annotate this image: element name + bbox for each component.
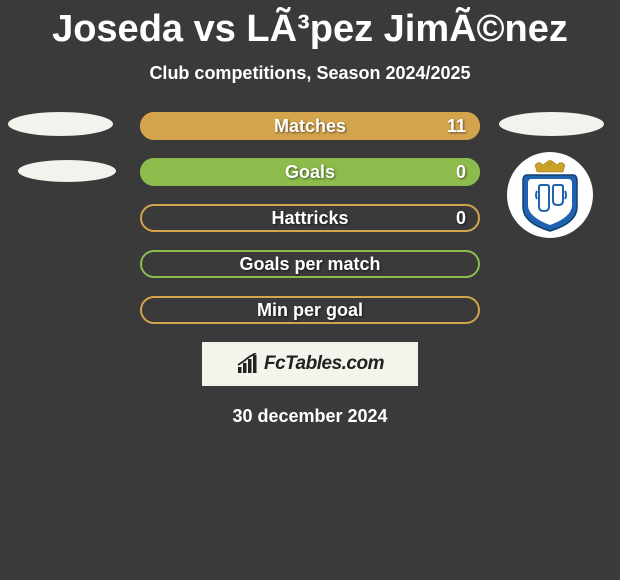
footer-date: 30 december 2024 <box>0 406 620 427</box>
stat-bar-label: Matches <box>140 112 480 140</box>
stat-bar-row: Min per goal <box>140 296 480 324</box>
stat-bar-label: Hattricks <box>140 204 480 232</box>
page-title: Joseda vs LÃ³pez JimÃ©nez <box>0 0 620 51</box>
right-decor-group <box>499 112 604 238</box>
bar-chart-icon <box>236 353 262 375</box>
stat-bars: Matches11Goals0Hattricks0Goals per match… <box>140 112 480 324</box>
left-ellipse-2 <box>18 160 116 182</box>
crest-icon <box>517 157 583 233</box>
stat-bar-value: 11 <box>447 112 466 140</box>
stat-bar-label: Min per goal <box>140 296 480 324</box>
club-crest <box>507 152 593 238</box>
left-decor-group <box>8 112 116 182</box>
stat-bar-row: Goals0 <box>140 158 480 186</box>
brand-logo: FcTables.com <box>202 342 418 386</box>
stat-bar-label: Goals <box>140 158 480 186</box>
stat-bar-row: Hattricks0 <box>140 204 480 232</box>
content-wrap: Matches11Goals0Hattricks0Goals per match… <box>0 112 620 427</box>
brand-logo-text: FcTables.com <box>264 353 384 375</box>
stat-bar-row: Matches11 <box>140 112 480 140</box>
left-ellipse-1 <box>8 112 113 136</box>
stat-bar-row: Goals per match <box>140 250 480 278</box>
stat-bar-value: 0 <box>456 158 466 186</box>
page-subtitle: Club competitions, Season 2024/2025 <box>0 63 620 84</box>
right-ellipse-1 <box>499 112 604 136</box>
stat-bar-label: Goals per match <box>140 250 480 278</box>
stat-bar-value: 0 <box>456 204 466 232</box>
